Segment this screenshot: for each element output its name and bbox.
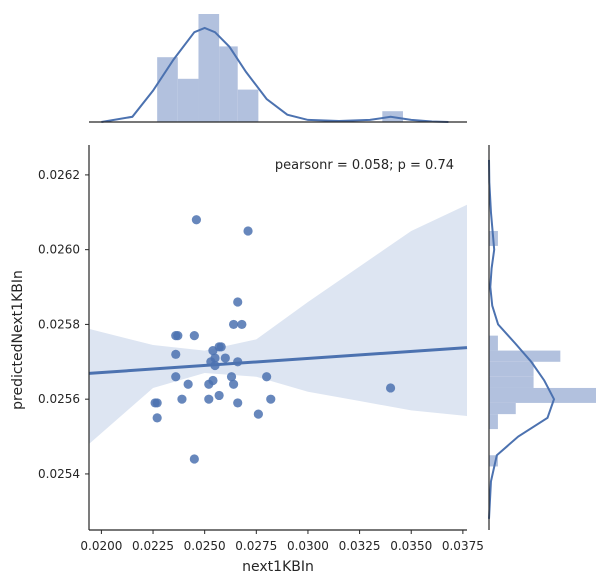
y-histogram — [489, 230, 596, 467]
scatter-point — [152, 413, 162, 423]
scatter-point — [152, 398, 162, 408]
scatter-point — [189, 454, 199, 464]
x-histogram-bar — [198, 14, 220, 122]
x-tick-label: 0.0225 — [132, 539, 174, 553]
y-tick-label: 0.0256 — [38, 392, 80, 406]
x-histogram-bar — [219, 46, 238, 122]
scatter-point — [171, 372, 181, 382]
scatter-point — [216, 342, 226, 352]
x-tick-label: 0.0250 — [184, 539, 226, 553]
x-histogram-bar — [237, 89, 259, 122]
correlation-annotation: pearsonr = 0.058; p = 0.74 — [275, 158, 454, 173]
x-histogram-bar — [157, 57, 178, 123]
y-tick-label: 0.0260 — [38, 243, 80, 257]
scatter-point — [220, 353, 230, 363]
x-tick-label: 0.0275 — [235, 539, 277, 553]
scatter-point — [177, 394, 187, 404]
y-histogram-bar — [489, 402, 516, 415]
scatter-point — [243, 226, 253, 236]
regression-line — [88, 346, 468, 375]
y-histogram-bar — [489, 350, 561, 362]
y-tick-labels: 0.0254 0.0256 0.0258 0.0260 0.0262 — [38, 168, 89, 481]
scatter-point — [228, 379, 239, 389]
x-axis-label: next1KBIn — [242, 559, 314, 575]
x-kde-curve — [101, 26, 449, 123]
y-axis-label: predictedNext1KBIn — [10, 270, 26, 410]
y-histogram-bar — [489, 387, 596, 403]
x-tick-labels: 0.0200 0.0225 0.0250 0.0275 0.0300 0.0325 0.03… — [80, 530, 484, 553]
x-tick-label: 0.0200 — [80, 539, 122, 553]
scatter-points — [150, 215, 396, 464]
scatter-point — [233, 398, 243, 408]
x-tick-label: 0.0300 — [287, 539, 329, 553]
scatter-point — [189, 331, 199, 341]
scatter-point — [214, 390, 224, 401]
y-histogram-bar — [489, 335, 498, 351]
top-marginal — [89, 14, 467, 123]
scatter-point — [266, 394, 276, 404]
scatter-point — [262, 372, 272, 382]
scatter-point — [204, 394, 214, 404]
y-histogram-bar — [489, 455, 498, 467]
scatter-point — [233, 357, 243, 367]
scatter-point — [228, 319, 239, 330]
y-histogram-bar — [489, 361, 534, 377]
scatter-point — [208, 375, 218, 386]
scatter-point — [191, 215, 202, 225]
x-histogram — [157, 14, 403, 123]
scatter-point — [233, 297, 243, 307]
y-histogram-bar — [489, 414, 498, 430]
x-tick-label: 0.0375 — [442, 539, 484, 553]
y-kde-curve — [488, 159, 556, 519]
right-marginal — [488, 145, 596, 530]
scatter-point — [237, 319, 247, 330]
confidence-band — [89, 204, 467, 445]
scatter-point — [171, 349, 181, 359]
x-tick-label: 0.0325 — [339, 539, 381, 553]
x-histogram-bar — [177, 78, 199, 122]
main-plot: 0.0200 0.0225 0.0250 0.0275 0.0300 0.0325 0.03… — [10, 145, 484, 575]
y-tick-label: 0.0254 — [38, 467, 80, 481]
x-tick-label: 0.0350 — [390, 539, 432, 553]
scatter-point — [210, 360, 220, 371]
scatter-point — [183, 379, 193, 389]
scatter-point — [385, 383, 396, 393]
y-histogram-bar — [489, 376, 534, 388]
scatter-point — [226, 372, 237, 382]
y-tick-label: 0.0262 — [38, 168, 80, 182]
scatter-point — [253, 409, 263, 419]
scatter-point — [173, 331, 183, 341]
y-tick-label: 0.0258 — [38, 317, 80, 331]
